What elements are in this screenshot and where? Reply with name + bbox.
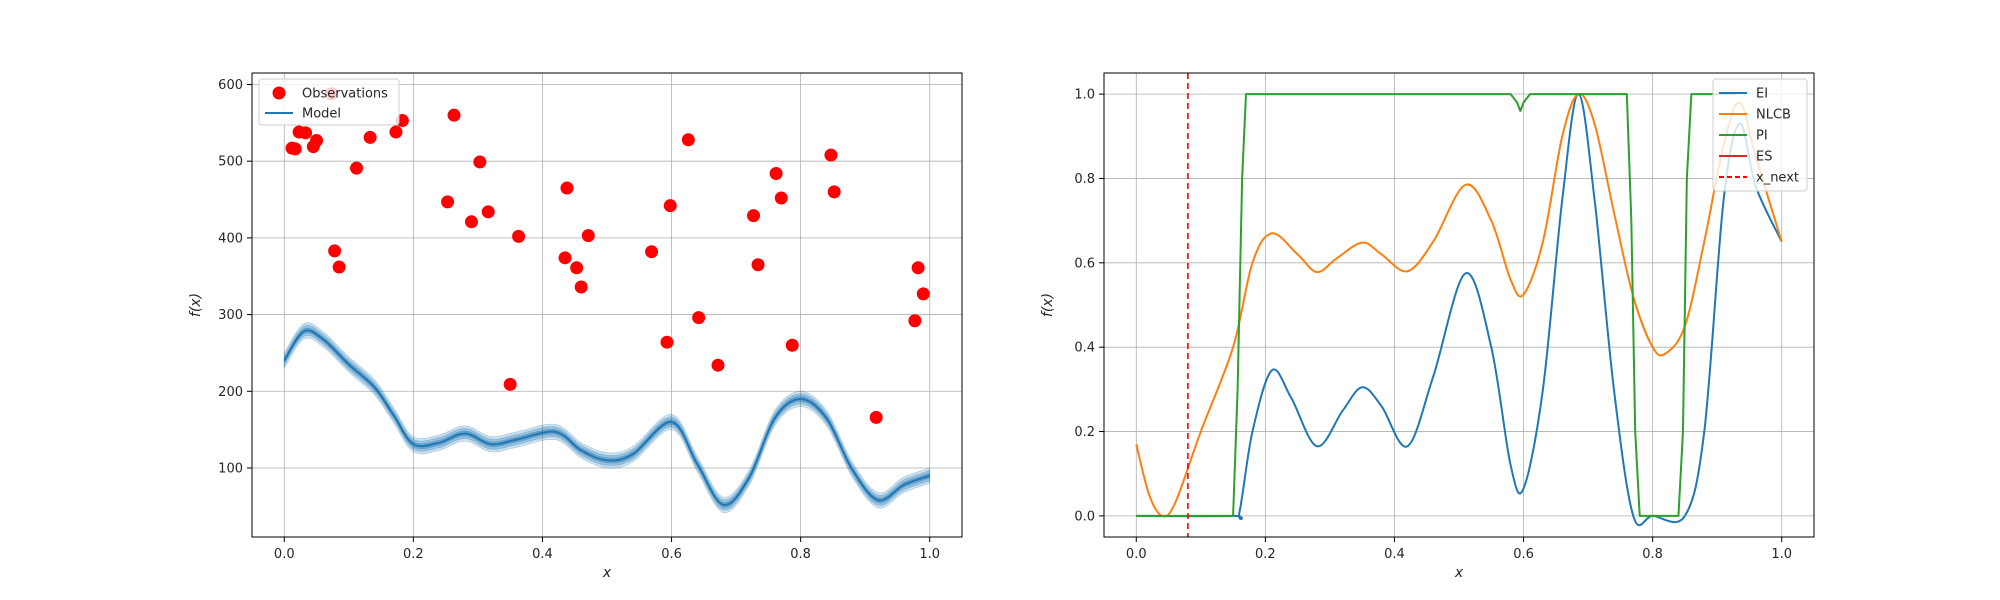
plot-frame xyxy=(251,72,963,538)
y-ticks: 100 200 300 400 500 600 xyxy=(218,78,252,476)
observation-point xyxy=(751,258,765,272)
x-tick-label: 1.0 xyxy=(1771,547,1792,562)
legend-es-label: ES xyxy=(1756,150,1772,165)
y-tick-label: 200 xyxy=(218,385,243,400)
observation-point xyxy=(570,261,584,275)
observation-points xyxy=(285,87,930,424)
observation-point xyxy=(464,215,478,229)
y-tick-label: 500 xyxy=(218,155,243,170)
y-tick-label: 400 xyxy=(218,231,243,246)
observation-point xyxy=(389,125,403,139)
y-tick-label: 600 xyxy=(218,78,243,93)
y-tick-label: 0.0 xyxy=(1074,509,1095,524)
legend-nlcb-label: NLCB xyxy=(1756,108,1791,123)
x-tick-label: 0.2 xyxy=(403,547,424,562)
observation-point xyxy=(827,185,841,199)
y-ticks: 0.0 0.2 0.4 0.6 0.8 1.0 xyxy=(1074,88,1104,524)
x-tick-label: 0.8 xyxy=(790,547,811,562)
observation-point xyxy=(692,311,706,325)
x-axis-label: x xyxy=(1454,565,1464,581)
x-ticks: 0.0 0.2 0.4 0.6 0.8 1.0 xyxy=(1126,537,1792,562)
observation-point xyxy=(663,199,677,213)
y-tick-label: 0.2 xyxy=(1074,425,1095,440)
observation-point xyxy=(824,148,838,162)
series-line-pi xyxy=(1136,93,1737,517)
x-tick-label: 0.2 xyxy=(1255,547,1276,562)
y-axis-label: f(x) xyxy=(1040,293,1056,317)
x-tick-label: 0.0 xyxy=(1126,547,1147,562)
y-tick-label: 100 xyxy=(218,461,243,476)
observation-point xyxy=(574,280,588,294)
model-line xyxy=(283,329,931,506)
observation-point xyxy=(473,155,487,169)
observation-point xyxy=(911,261,925,275)
x-ticks: 0.0 0.2 0.4 0.6 0.8 1.0 xyxy=(274,537,940,562)
legend-ei-label: EI xyxy=(1756,87,1768,102)
legend: Observations Model xyxy=(258,78,400,126)
observation-point xyxy=(503,377,517,391)
observation-point xyxy=(310,133,324,147)
x-tick-label: 0.0 xyxy=(274,547,295,562)
legend-x-next-label: x_next xyxy=(1756,171,1799,186)
observation-point xyxy=(441,195,455,209)
model-line-group xyxy=(283,329,931,506)
series-line-ei xyxy=(1136,93,1783,527)
x-tick-label: 0.6 xyxy=(661,547,682,562)
acquisition-series xyxy=(1135,92,1783,527)
observation-point xyxy=(350,161,364,175)
y-tick-label: 0.6 xyxy=(1074,256,1095,271)
observation-point xyxy=(481,205,495,219)
observation-point xyxy=(332,260,346,274)
legend-box xyxy=(1712,78,1808,192)
observation-point xyxy=(869,410,883,424)
x-axis-label: x xyxy=(602,565,612,581)
acquisition-plot-panel: 0.0 0.2 0.4 0.6 0.8 1.0 0.00.20.40.60.81.0 x … xyxy=(1040,72,1815,581)
legend-observations-marker xyxy=(272,86,286,100)
x-tick-label: 0.4 xyxy=(532,547,553,562)
x-tick-label: 0.4 xyxy=(1384,547,1405,562)
grid-lines xyxy=(252,73,962,537)
model-confidence-band-2 xyxy=(283,325,931,511)
plot-frame xyxy=(1103,72,1815,538)
y-tick-label: 300 xyxy=(218,308,243,323)
observation-point xyxy=(299,126,313,140)
legend-pi-label: PI xyxy=(1756,129,1768,144)
observation-point xyxy=(645,245,659,259)
observation-point xyxy=(769,166,783,180)
observation-point xyxy=(681,133,695,147)
model-confidence-band-1 xyxy=(283,322,931,513)
y-tick-label: 0.8 xyxy=(1074,172,1095,187)
observation-point xyxy=(711,358,725,372)
x-tick-label: 0.6 xyxy=(1513,547,1534,562)
observation-point xyxy=(916,287,930,301)
observation-point xyxy=(581,229,595,243)
y-tick-label: 1.0 xyxy=(1074,88,1095,103)
observation-point xyxy=(328,244,342,258)
legend-box xyxy=(258,78,400,126)
y-axis-label: f(x) xyxy=(188,293,204,317)
observation-point xyxy=(747,209,761,223)
observation-point xyxy=(560,181,574,195)
legend: EI NLCB PI ES x_next xyxy=(1712,78,1808,192)
observation-point xyxy=(512,229,526,243)
observation-point xyxy=(447,108,461,122)
legend-observations-label: Observations xyxy=(302,87,388,102)
legend-model-label: Model xyxy=(302,107,341,122)
x-tick-label: 1.0 xyxy=(919,547,940,562)
observation-point xyxy=(558,251,572,265)
observation-point xyxy=(908,314,922,328)
observation-point xyxy=(660,335,674,349)
x-tick-label: 0.8 xyxy=(1642,547,1663,562)
observation-point xyxy=(785,338,799,352)
y-tick-label: 0.4 xyxy=(1074,341,1095,356)
observation-point xyxy=(774,191,788,205)
observation-point xyxy=(288,142,302,156)
observation-point xyxy=(363,130,377,144)
